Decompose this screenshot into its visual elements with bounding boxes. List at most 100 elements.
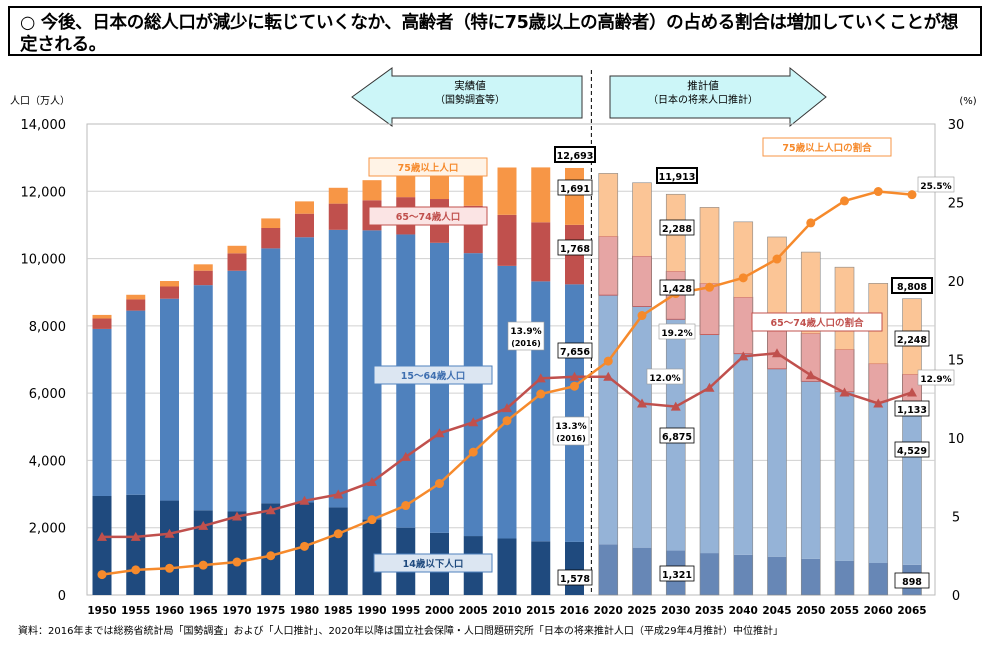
ratio-label-box xyxy=(552,416,590,446)
bar-age15_64 xyxy=(531,281,551,542)
point-ratio65_74 xyxy=(873,398,884,408)
bar-outline xyxy=(800,251,821,596)
y-tick-label: 0 xyxy=(58,589,66,604)
bar-age75 xyxy=(632,182,652,257)
bar-stack-2040 xyxy=(733,221,754,596)
bar-age15_64 xyxy=(598,295,618,545)
bar-outline xyxy=(699,207,720,596)
bar-age65_74 xyxy=(92,318,112,329)
bar-age0_14 xyxy=(801,558,821,595)
y2-axis-label: (%) xyxy=(959,96,976,107)
data-label-age0_14: 898 xyxy=(902,577,922,588)
point-ratio65_74 xyxy=(367,476,377,486)
y2-tick-label: 0 xyxy=(952,589,960,604)
bar-age75 xyxy=(362,180,382,201)
bar-age65_74 xyxy=(733,296,754,355)
bar-age0_14 xyxy=(767,556,787,595)
bar-age15_64 xyxy=(227,270,247,512)
ratio-label: 13.3% xyxy=(555,422,586,432)
point-ratio65_74 xyxy=(502,403,512,413)
ratio-label: 12.9% xyxy=(920,375,951,385)
bar-stack-1950 xyxy=(92,314,112,595)
point-ratio75 xyxy=(198,560,208,570)
bar-outline xyxy=(767,236,787,596)
bar-age0_14 xyxy=(261,503,281,595)
point-ratio65_74 xyxy=(130,531,141,541)
point-ratio75 xyxy=(873,187,883,197)
data-label-total: 8,808 xyxy=(897,282,927,293)
x-tick-label: 1950 xyxy=(87,605,116,617)
x-tick-label: 1990 xyxy=(357,605,386,617)
page-title: ○ 今後、日本の総人口が減少に転じていくなか、高齢者（特に75歳以上の高齢者）の… xyxy=(8,6,982,56)
bar-age0_14 xyxy=(632,547,652,595)
x-tick-label: 1970 xyxy=(222,605,251,617)
point-ratio65_74 xyxy=(265,505,276,515)
actual-arrow-sublabel: （国勢調査等） xyxy=(435,93,505,106)
bar-age0_14 xyxy=(835,560,854,595)
data-label-box xyxy=(656,167,698,184)
bar-age15_64 xyxy=(565,284,584,542)
data-label-box xyxy=(659,427,695,444)
bar-age15_64 xyxy=(632,306,652,548)
data-label-age15_64: 4,529 xyxy=(897,446,927,457)
data-label-age15_64: 7,656 xyxy=(560,347,590,358)
data-label-total: 11,913 xyxy=(659,172,696,183)
source-note: 資料：2016年までは総務省統計局「国勢調査」および「人口推計」、2020年以降… xyxy=(18,626,783,637)
x-tick-label: 1955 xyxy=(121,605,150,617)
data-label-age75: 2,288 xyxy=(662,224,692,235)
bar-stack-1960 xyxy=(160,281,179,595)
y2-tick-label: 30 xyxy=(948,118,965,133)
bar-age0_14 xyxy=(328,507,348,595)
bar-age0_14 xyxy=(497,538,517,595)
bar-age0_14 xyxy=(700,553,719,595)
bar-age75 xyxy=(733,221,753,298)
point-ratio75 xyxy=(806,218,816,228)
point-ratio75 xyxy=(502,416,512,426)
x-tick-label: 2030 xyxy=(661,605,690,617)
bar-age15_64 xyxy=(767,368,787,557)
data-label-box xyxy=(557,239,593,256)
y-tick-label: 10,000 xyxy=(21,253,67,268)
bar-outline xyxy=(665,193,686,596)
data-label-box xyxy=(659,565,695,582)
x-tick-label: 2045 xyxy=(762,605,791,617)
point-ratio75 xyxy=(367,515,377,525)
point-ratio65_74 xyxy=(907,387,917,397)
bar-stack-1985 xyxy=(328,187,348,595)
data-label-box xyxy=(557,179,593,196)
x-tick-label: 2000 xyxy=(425,605,454,617)
ratio-label: 12.0% xyxy=(649,374,680,384)
bar-age0_14 xyxy=(598,544,618,595)
x-tick-label: 2055 xyxy=(830,605,859,617)
bar-age0_14 xyxy=(733,554,753,595)
point-ratio75 xyxy=(266,551,276,561)
x-tick-label: 1965 xyxy=(189,605,218,617)
point-ratio75 xyxy=(637,311,647,321)
bar-age15_64 xyxy=(328,229,348,508)
point-ratio65_74 xyxy=(198,520,209,530)
bar-age65_74 xyxy=(632,255,652,307)
bar-age65_74 xyxy=(126,299,146,311)
bar-age15_64 xyxy=(92,328,112,496)
bar-age15_64 xyxy=(430,242,449,533)
bar-age15_64 xyxy=(902,412,922,565)
ratio-label: 19.2% xyxy=(661,329,692,339)
bar-age15_64 xyxy=(868,401,888,564)
point-ratio65_74 xyxy=(738,351,749,361)
point-ratio75 xyxy=(435,479,444,489)
data-label-age65_74: 1,428 xyxy=(662,284,692,295)
bar-age75 xyxy=(193,264,213,271)
point-ratio65_74 xyxy=(164,528,175,538)
bar-age75 xyxy=(328,187,348,204)
bar-stack-2050 xyxy=(800,251,821,596)
ratio-label: 25.5% xyxy=(920,182,951,192)
bar-age75 xyxy=(92,314,112,319)
bar-age65_74 xyxy=(328,203,348,230)
data-label-age0_14: 1,578 xyxy=(560,574,590,585)
actual-arrow xyxy=(351,67,583,127)
data-label-age75: 1,691 xyxy=(560,184,590,195)
projection-arrow-sublabel: （日本の将来人口推計） xyxy=(648,93,758,106)
bar-age0_14 xyxy=(126,494,146,595)
x-tick-label: 2060 xyxy=(864,605,893,617)
x-tick-label: 2015 xyxy=(526,605,555,617)
